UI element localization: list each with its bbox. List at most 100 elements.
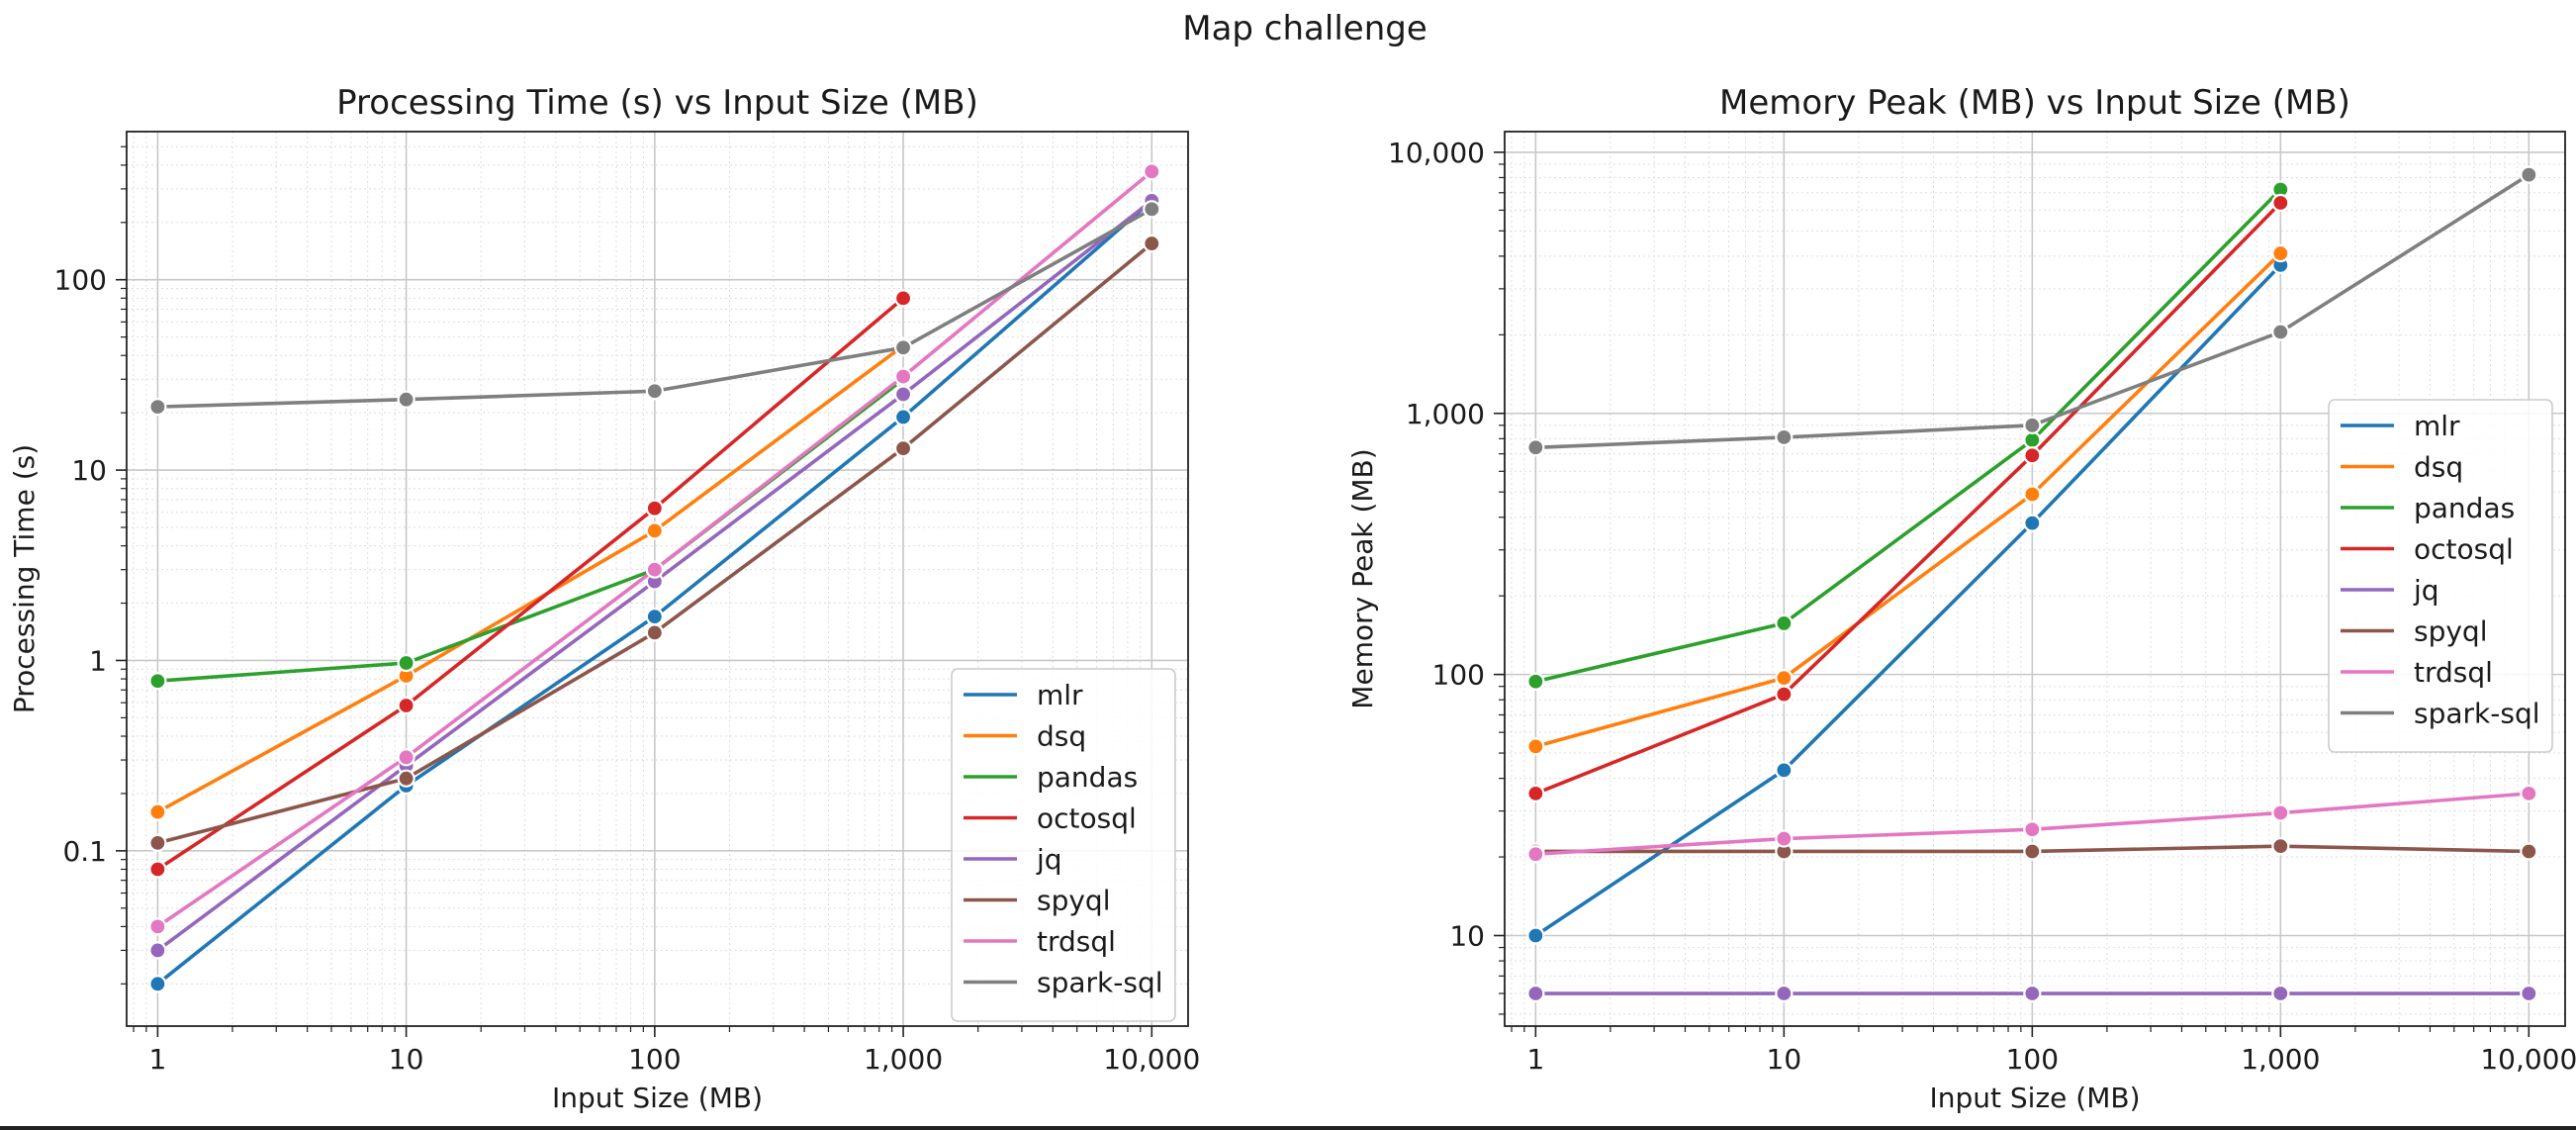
data-point-trdsql <box>397 748 415 767</box>
y-tick-label: 10 <box>71 454 107 487</box>
data-point-dsq <box>1526 737 1545 756</box>
data-point-pandas <box>148 672 167 691</box>
data-point-spark-sql <box>1143 200 1161 219</box>
x-tick-label: 1,000 <box>2241 1043 2320 1076</box>
data-point-jq <box>1775 984 1794 1003</box>
series-jq <box>1526 984 2538 1003</box>
legend-item-spyql: spyql <box>2341 615 2487 648</box>
data-point-spyql <box>1143 234 1161 253</box>
data-point-jq <box>893 385 913 404</box>
data-point-dsq <box>2023 485 2042 504</box>
legend-item-pandas: pandas <box>964 761 1138 794</box>
data-point-trdsql <box>893 367 913 386</box>
data-point-pandas <box>1526 672 1545 691</box>
legend-label-mlr: mlr <box>2414 410 2460 442</box>
data-point-dsq <box>148 802 167 821</box>
x-tick-label: 10 <box>1767 1043 1802 1076</box>
legend-label-jq: jq <box>1036 843 1062 876</box>
legend-item-trdsql: trdsql <box>2341 656 2493 689</box>
series-octosql <box>148 289 913 879</box>
legend-label-spyql: spyql <box>2414 615 2487 648</box>
legend-item-dsq: dsq <box>2341 451 2463 484</box>
data-point-dsq <box>1775 669 1794 688</box>
y-tick-label: 10 <box>1449 919 1485 952</box>
data-point-spyql <box>2520 842 2538 861</box>
data-point-trdsql <box>2271 803 2290 822</box>
series-spyql <box>148 234 1161 852</box>
data-point-jq <box>148 941 167 960</box>
data-point-spark-sql <box>2023 416 2042 434</box>
legend: mlr dsq pandas octosql jq spyql trdsql spark-sq… <box>2328 399 2553 753</box>
data-point-trdsql <box>148 917 167 936</box>
data-point-octosql <box>1775 685 1794 704</box>
legend-item-mlr: mlr <box>2341 410 2460 442</box>
data-point-spark-sql <box>1526 438 1545 457</box>
data-point-jq <box>2520 984 2538 1003</box>
legend-item-octosql: octosql <box>2341 533 2514 566</box>
series-spark-sql <box>148 200 1161 417</box>
legend-box <box>2328 399 2553 753</box>
series-line-octosql <box>1534 201 2282 796</box>
data-point-spark-sql <box>893 338 913 357</box>
legend-item-mlr: mlr <box>964 679 1083 711</box>
series-octosql <box>1526 193 2290 803</box>
data-point-octosql <box>1526 784 1545 803</box>
charts: 1 10 100 1,000 10,000 0.1 1 10 100 Processing Tim… <box>8 83 2576 1114</box>
x-tick-label: 10 <box>389 1043 424 1076</box>
legend-label-dsq: dsq <box>2414 451 2463 484</box>
legend-label-mlr: mlr <box>1037 679 1083 711</box>
data-point-spark-sql <box>645 382 664 401</box>
legend-item-pandas: pandas <box>2341 492 2515 524</box>
legend-item-dsq: dsq <box>964 720 1086 753</box>
x-tick-label: 100 <box>628 1043 681 1076</box>
y-tick-label: 1 <box>89 644 107 677</box>
legend-label-pandas: pandas <box>2414 492 2515 524</box>
data-point-octosql <box>148 860 167 879</box>
x-tick-label: 1 <box>148 1043 166 1076</box>
data-point-octosql <box>2271 193 2290 213</box>
axes-frame <box>1504 131 2566 1027</box>
data-point-trdsql <box>1526 845 1545 864</box>
data-point-pandas <box>2023 430 2042 449</box>
bottom-border <box>0 1126 2576 1130</box>
x-tick-label: 1,000 <box>864 1043 943 1076</box>
data-point-trdsql <box>1775 829 1794 848</box>
data-point-spyql <box>148 833 167 852</box>
legend-box <box>951 668 1176 1022</box>
data-point-mlr <box>1775 761 1794 780</box>
legend-item-spark-sql: spark-sql <box>964 967 1163 999</box>
data-point-spark-sql <box>148 398 167 417</box>
series-line-octosql <box>156 296 905 871</box>
chart-1: 1 10 100 1,000 10,000 0.1 1 10 100 Processing Tim… <box>8 83 1200 1114</box>
data-point-spyql <box>645 623 664 642</box>
data-point-trdsql <box>2023 820 2042 839</box>
data-point-jq <box>1526 984 1545 1003</box>
data-point-spark-sql <box>2520 165 2538 184</box>
x-tick-label: 10,000 <box>1103 1043 1200 1076</box>
legend-label-octosql: octosql <box>1037 802 1137 835</box>
data-point-mlr <box>2023 514 2042 532</box>
data-point-spark-sql <box>1775 427 1794 447</box>
data-point-octosql <box>645 499 664 518</box>
x-tick-label: 10,000 <box>2480 1043 2576 1076</box>
legend-label-trdsql: trdsql <box>2414 656 2493 689</box>
series-group <box>1526 165 2538 1003</box>
series-line-dsq <box>1534 251 2282 749</box>
data-point-jq <box>2271 984 2290 1003</box>
x-tick-label: 100 <box>2006 1043 2059 1076</box>
legend-item-jq: jq <box>964 843 1062 876</box>
data-point-octosql <box>2023 446 2042 465</box>
series-trdsql <box>1526 784 2538 864</box>
data-point-pandas <box>397 653 415 673</box>
data-point-spyql <box>893 439 913 458</box>
data-point-spyql <box>2023 842 2042 861</box>
legend-item-trdsql: trdsql <box>964 925 1116 958</box>
data-point-mlr <box>645 608 664 626</box>
data-point-octosql <box>893 289 913 308</box>
x-tick-label: 1 <box>1526 1043 1544 1076</box>
series-pandas <box>1526 180 2290 691</box>
data-point-trdsql <box>1143 162 1161 181</box>
grid <box>127 132 1188 1026</box>
series-spark-sql <box>1526 165 2538 457</box>
